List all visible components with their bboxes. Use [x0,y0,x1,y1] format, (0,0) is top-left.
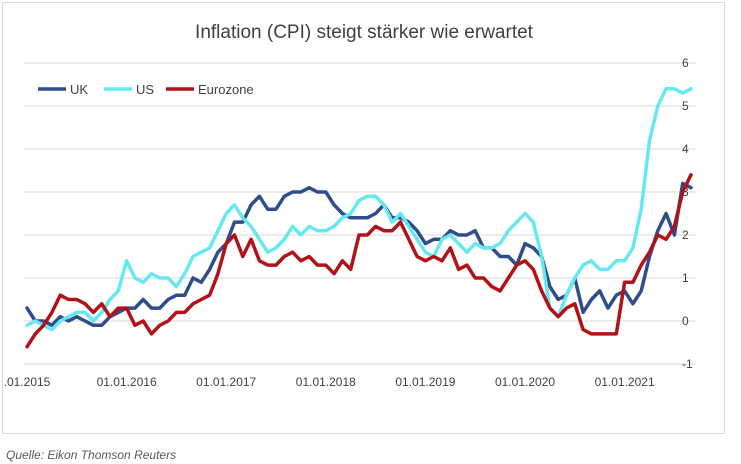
series-lines [25,87,693,349]
y-tick-label: 4 [682,142,689,156]
x-tick-label: 01.01.2019 [395,375,455,389]
y-tick-label: -1 [682,357,693,371]
y-tick-label: 1 [682,271,689,285]
x-tick-label: 01.01.2016 [97,375,157,389]
x-axis-ticks: .01.2015 01.01.2016 01.01.2017 01.01.2018 01… [4,375,655,389]
x-tick-label: 01.01.2021 [595,375,655,389]
y-tick-label: 6 [682,56,689,70]
y-tick-label: 0 [682,314,689,328]
y-tick-label: 3 [682,185,689,199]
legend: UK US Eurozone [38,82,254,97]
x-tick-label: 01.01.2018 [296,375,356,389]
series-line-uk [25,181,693,328]
legend-label-eurozone: Eurozone [198,82,254,97]
chart-title: Inflation (CPI) steigt stärker wie erwar… [195,22,534,43]
x-tick-label: 01.01.2017 [196,375,256,389]
legend-label-us: US [136,82,154,97]
x-tick-label: .01.2015 [4,375,51,389]
source-note: Quelle: Eikon Thomson Reuters [6,448,177,462]
legend-label-uk: UK [70,82,88,97]
x-tick-label: 01.01.2020 [495,375,555,389]
gridlines [24,62,696,365]
y-axis-ticks: -1 0 1 2 3 4 5 6 [682,56,693,371]
series-line-eurozone [25,173,693,349]
y-tick-label: 5 [682,99,689,113]
series-line-us [25,87,693,332]
y-tick-label: 2 [682,228,689,242]
